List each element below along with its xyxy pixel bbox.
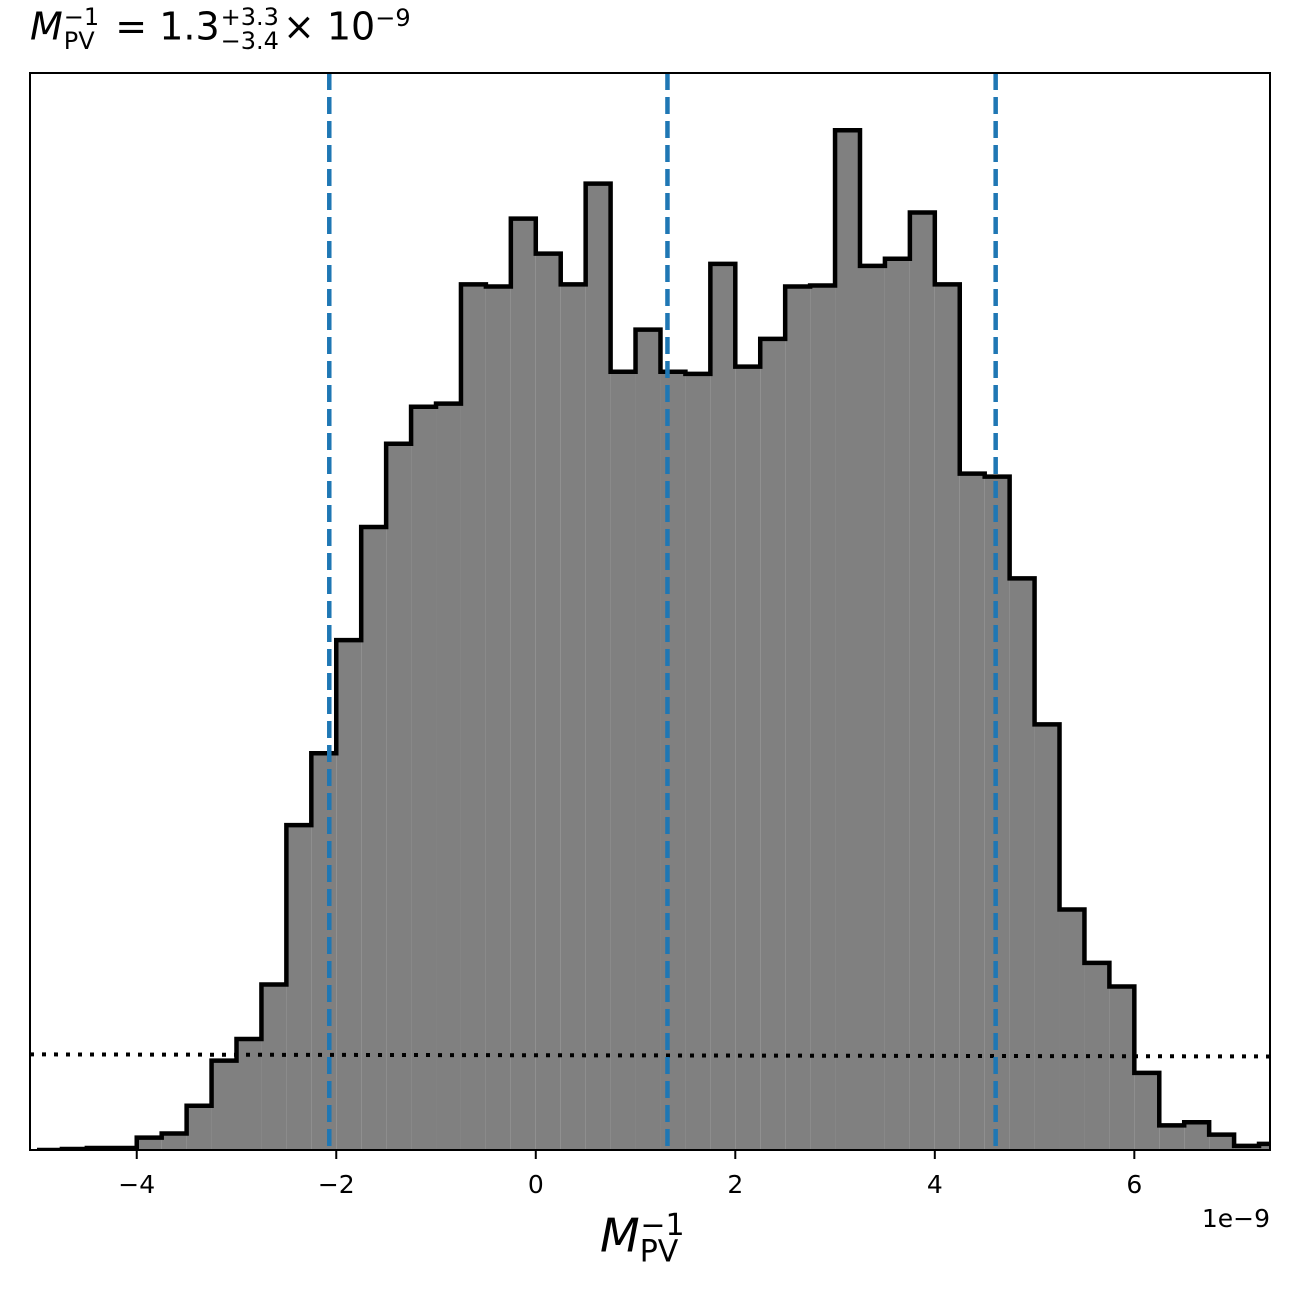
histogram-bar [436,403,461,1150]
x-axis-offset-label: 1e−9 [1201,1204,1270,1233]
x-axis-label: MPV−1 [600,1208,685,1270]
x-tick-label: 0 [528,1170,544,1199]
histogram-bar [959,473,985,1150]
plot-clip-group [30,73,1270,1150]
title-symbol-sub: PV [63,27,95,56]
histogram-bar [186,1105,212,1150]
title-times: × [282,4,315,49]
histogram-bar [610,371,636,1150]
x-axis-label-symbol: M [600,1208,640,1263]
histogram-bar [510,218,536,1150]
histogram-bar [710,263,736,1150]
histogram-bar [810,285,836,1150]
histogram-bar [760,338,786,1150]
x-axis: −4 −2 0 2 4 6 [29,72,1271,1199]
x-tick-label: 4 [927,1170,943,1199]
histogram-bar [1134,1072,1160,1150]
x-tick-label: −4 [118,1170,155,1199]
histogram-bar [1109,986,1135,1150]
histogram-bar [336,640,362,1150]
title-scale-base: 10 [326,4,376,49]
title-equals: = [115,4,148,49]
title-symbol-scripts: −1 PV [64,5,99,53]
histogram-bar [1009,578,1035,1150]
histogram-bar [635,329,661,1150]
x-tick-label: −2 [318,1170,355,1199]
histogram-bar [685,373,711,1150]
histogram-bar [934,284,960,1150]
prior-dotted-line [30,1052,1270,1059]
histogram-bar [535,253,561,1150]
histogram-bar [1184,1122,1210,1150]
histogram-bar [460,284,486,1150]
histogram-bar [1059,909,1085,1150]
histogram-bar [311,753,337,1150]
plot-frame [29,72,1271,1151]
histogram-bar [236,1038,262,1150]
histogram-bar [411,406,437,1150]
histogram-bar [909,212,935,1150]
histogram-bar [1159,1125,1185,1150]
histogram-bar [585,183,611,1150]
histogram-bar [361,527,387,1150]
histogram-bar [1034,724,1060,1150]
plot-area [30,73,1270,1150]
x-tick-label: 6 [1126,1170,1142,1199]
histogram-bar [261,984,287,1150]
title-scale-exp: −9 [375,4,411,32]
x-axis-label-sup: −1 [640,1208,685,1243]
histogram-bar [211,1060,237,1150]
histogram-bar [286,825,312,1150]
x-tick-label: 2 [727,1170,743,1199]
title-median: 1.3 [159,4,220,49]
histogram-bar [660,371,686,1150]
title-plus-error: +3.3 [220,3,279,32]
histogram-bar [859,265,885,1150]
histogram-bar [735,366,761,1150]
histogram-bar [386,443,412,1150]
plot-title: M −1 PV = 1.3 +3.3 −3.4 × 10−9 [30,4,411,53]
histogram-bar [785,286,811,1150]
histogram-bar [835,130,860,1150]
histogram-bar [136,1137,162,1150]
histogram-bar [1209,1134,1235,1150]
histogram-bar [485,286,511,1150]
histogram-bar [884,258,910,1150]
title-errors: +3.3 −3.4 [221,5,279,53]
histogram-outline [36,127,1270,1150]
title-symbol-sup: −1 [63,3,100,32]
title-symbol: M [30,4,63,49]
histogram-bar [161,1133,187,1150]
histogram-bar [1259,1143,1270,1150]
x-axis-label-sub: PV [639,1234,679,1270]
histogram-bar [560,284,586,1150]
title-minus-error: −3.4 [220,27,279,56]
